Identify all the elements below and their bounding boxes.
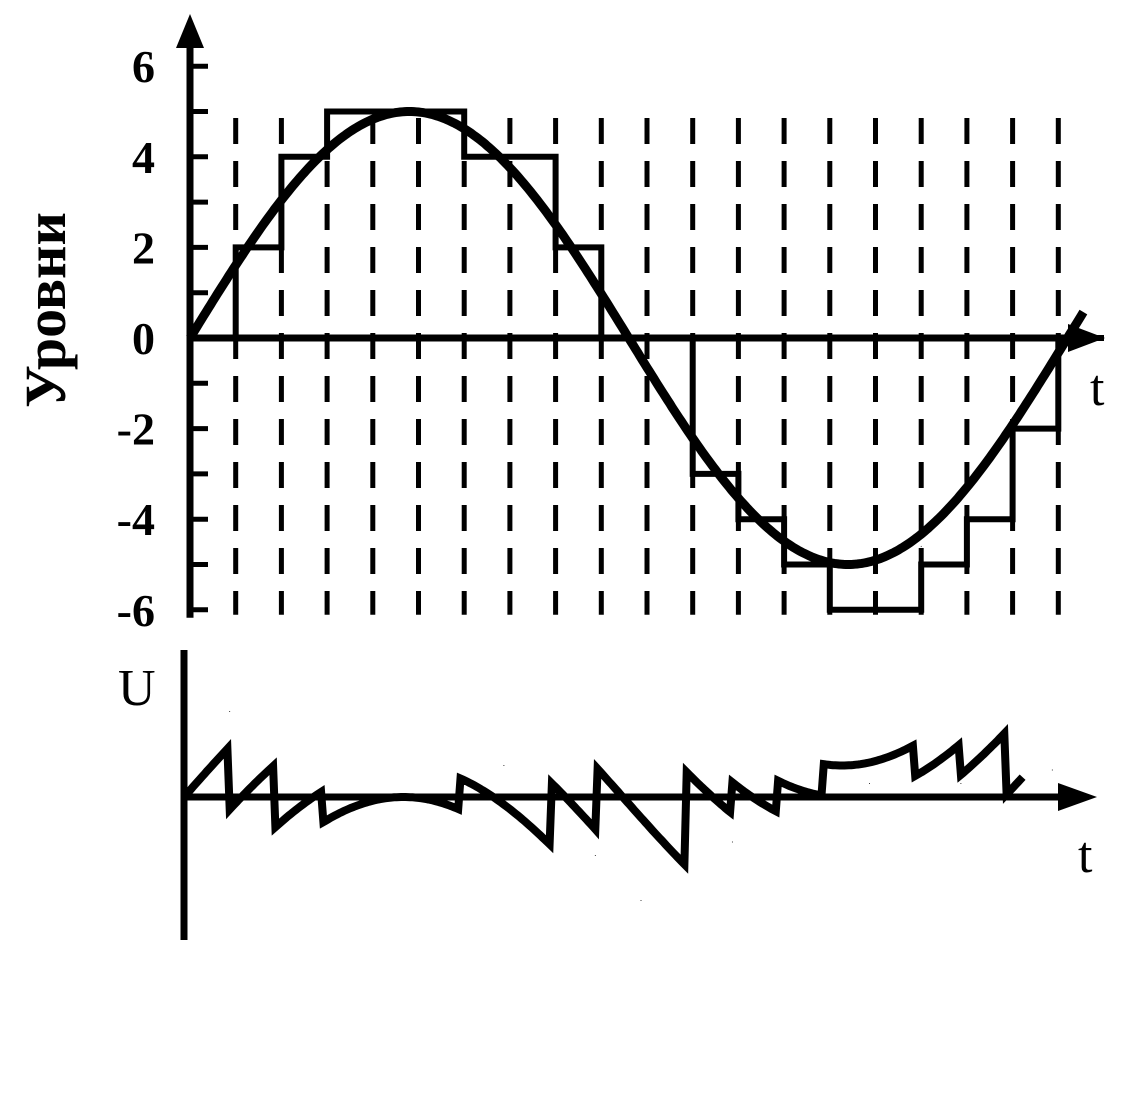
error-point — [503, 765, 505, 766]
error-point — [960, 783, 962, 784]
sample-point — [509, 160, 511, 162]
error-point — [366, 805, 368, 807]
y-tick-label: 6 — [132, 41, 155, 92]
x-axis-label-bottom: t — [1078, 827, 1093, 884]
error-point — [869, 783, 870, 784]
error-point — [594, 855, 596, 856]
error-point — [457, 801, 459, 802]
sample-point — [1012, 446, 1014, 448]
sample-point — [646, 351, 648, 353]
error-point — [412, 796, 413, 798]
y-tick-label: 2 — [132, 222, 155, 273]
sample-point — [189, 337, 191, 339]
y-tick-label: -6 — [117, 585, 155, 636]
u-x-axis-arrow — [1058, 783, 1097, 811]
sample-point — [737, 482, 739, 484]
error-point — [777, 810, 779, 811]
sample-point — [875, 564, 876, 565]
error-point — [183, 774, 185, 775]
sample-point — [463, 124, 465, 126]
sample-point — [326, 151, 328, 153]
error-point — [823, 792, 825, 793]
error-point — [274, 783, 276, 784]
sample-point — [235, 265, 237, 267]
error-point — [1006, 733, 1008, 735]
sample-point — [692, 419, 694, 421]
error-point — [640, 900, 642, 901]
error-chart — [180, 650, 1097, 940]
error-waveform — [181, 724, 1026, 874]
y-tick-label: -4 — [117, 494, 155, 545]
analog-signal-curve — [186, 107, 1088, 569]
y-tick-label: 4 — [132, 132, 155, 183]
sample-point — [280, 201, 282, 203]
sample-point — [418, 111, 419, 112]
x-axis-label-top: t — [1090, 360, 1105, 417]
error-point — [229, 711, 231, 712]
error-point — [686, 819, 688, 820]
error-point — [549, 805, 551, 807]
y-tick-label: -2 — [117, 404, 155, 455]
y-axis-label-u: U — [118, 660, 156, 717]
sample-point — [920, 545, 922, 547]
y-tick-label: 0 — [132, 313, 155, 364]
error-point — [914, 796, 916, 798]
quantized-staircase — [190, 108, 1104, 613]
sample-point — [829, 559, 831, 561]
y-axis-arrow — [176, 14, 204, 48]
error-point — [320, 792, 322, 793]
y-axis-title: Уровни — [13, 212, 78, 408]
sample-point — [555, 210, 557, 212]
sample-point — [600, 278, 602, 280]
levels-chart: -6 -4 -2 0 2 4 6 — [117, 14, 1105, 636]
error-point — [1051, 769, 1053, 771]
error-point — [731, 841, 733, 843]
sample-point — [966, 505, 968, 507]
sample-point — [1057, 378, 1059, 380]
sample-point — [372, 120, 374, 122]
sample-point — [783, 532, 785, 534]
